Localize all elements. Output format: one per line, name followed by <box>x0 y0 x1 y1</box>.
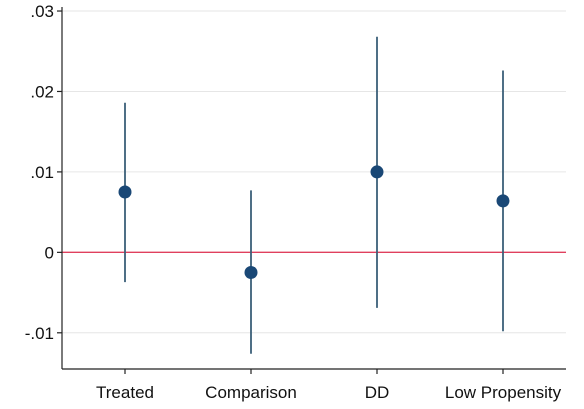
estimate-point-1 <box>244 265 258 279</box>
estimate-point-2 <box>370 165 384 179</box>
x-category-label-3: Low Propensity <box>445 383 562 402</box>
y-tick-label-1: 0 <box>45 243 54 262</box>
estimate-point-0 <box>118 185 132 199</box>
y-tick-label-0: -.01 <box>25 324 54 343</box>
y-tick-label-3: .02 <box>30 82 54 101</box>
y-tick-label-2: .01 <box>30 163 54 182</box>
grid-lines <box>62 10 566 334</box>
estimate-point-3 <box>496 194 510 208</box>
confidence-intervals <box>124 36 504 354</box>
x-category-label-0: Treated <box>96 383 154 402</box>
y-axis-ticks: -.01 0 .01 .02 .03 <box>25 2 62 343</box>
x-axis-labels: Treated Comparison DD Low Propensity <box>96 369 562 402</box>
axes <box>61 7 566 370</box>
x-category-label-2: DD <box>365 383 390 402</box>
x-category-label-1: Comparison <box>205 383 297 402</box>
y-tick-label-4: .03 <box>30 2 54 21</box>
point-estimates <box>118 165 510 279</box>
